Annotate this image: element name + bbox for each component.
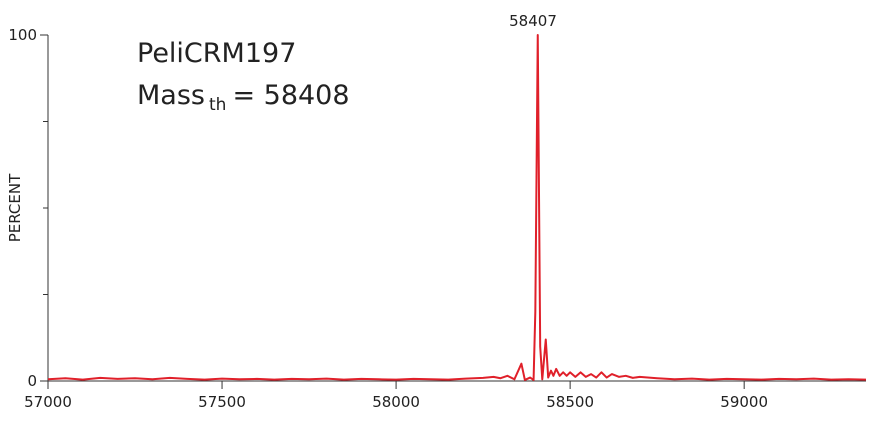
y-tick-label: 100 (8, 26, 37, 44)
mass-annotation: Mass th = 58408 (137, 80, 350, 115)
mass-label: Mass (137, 80, 205, 111)
x-tick-label: 58000 (372, 393, 420, 411)
mass-subscript: th (209, 95, 226, 115)
spectrum-line (47, 34, 867, 381)
x-tick-label: 59000 (720, 393, 768, 411)
y-axis-label: PERCENT (6, 173, 24, 242)
y-tick-label: 0 (27, 372, 37, 390)
mass-value: = 58408 (232, 80, 349, 111)
peak-label: 58407 (509, 12, 557, 30)
chart-title: PeliCRM197 (137, 38, 296, 69)
x-tick-label: 57000 (24, 393, 72, 411)
x-tick-label: 58500 (546, 393, 594, 411)
x-tick-label: 57500 (198, 393, 246, 411)
